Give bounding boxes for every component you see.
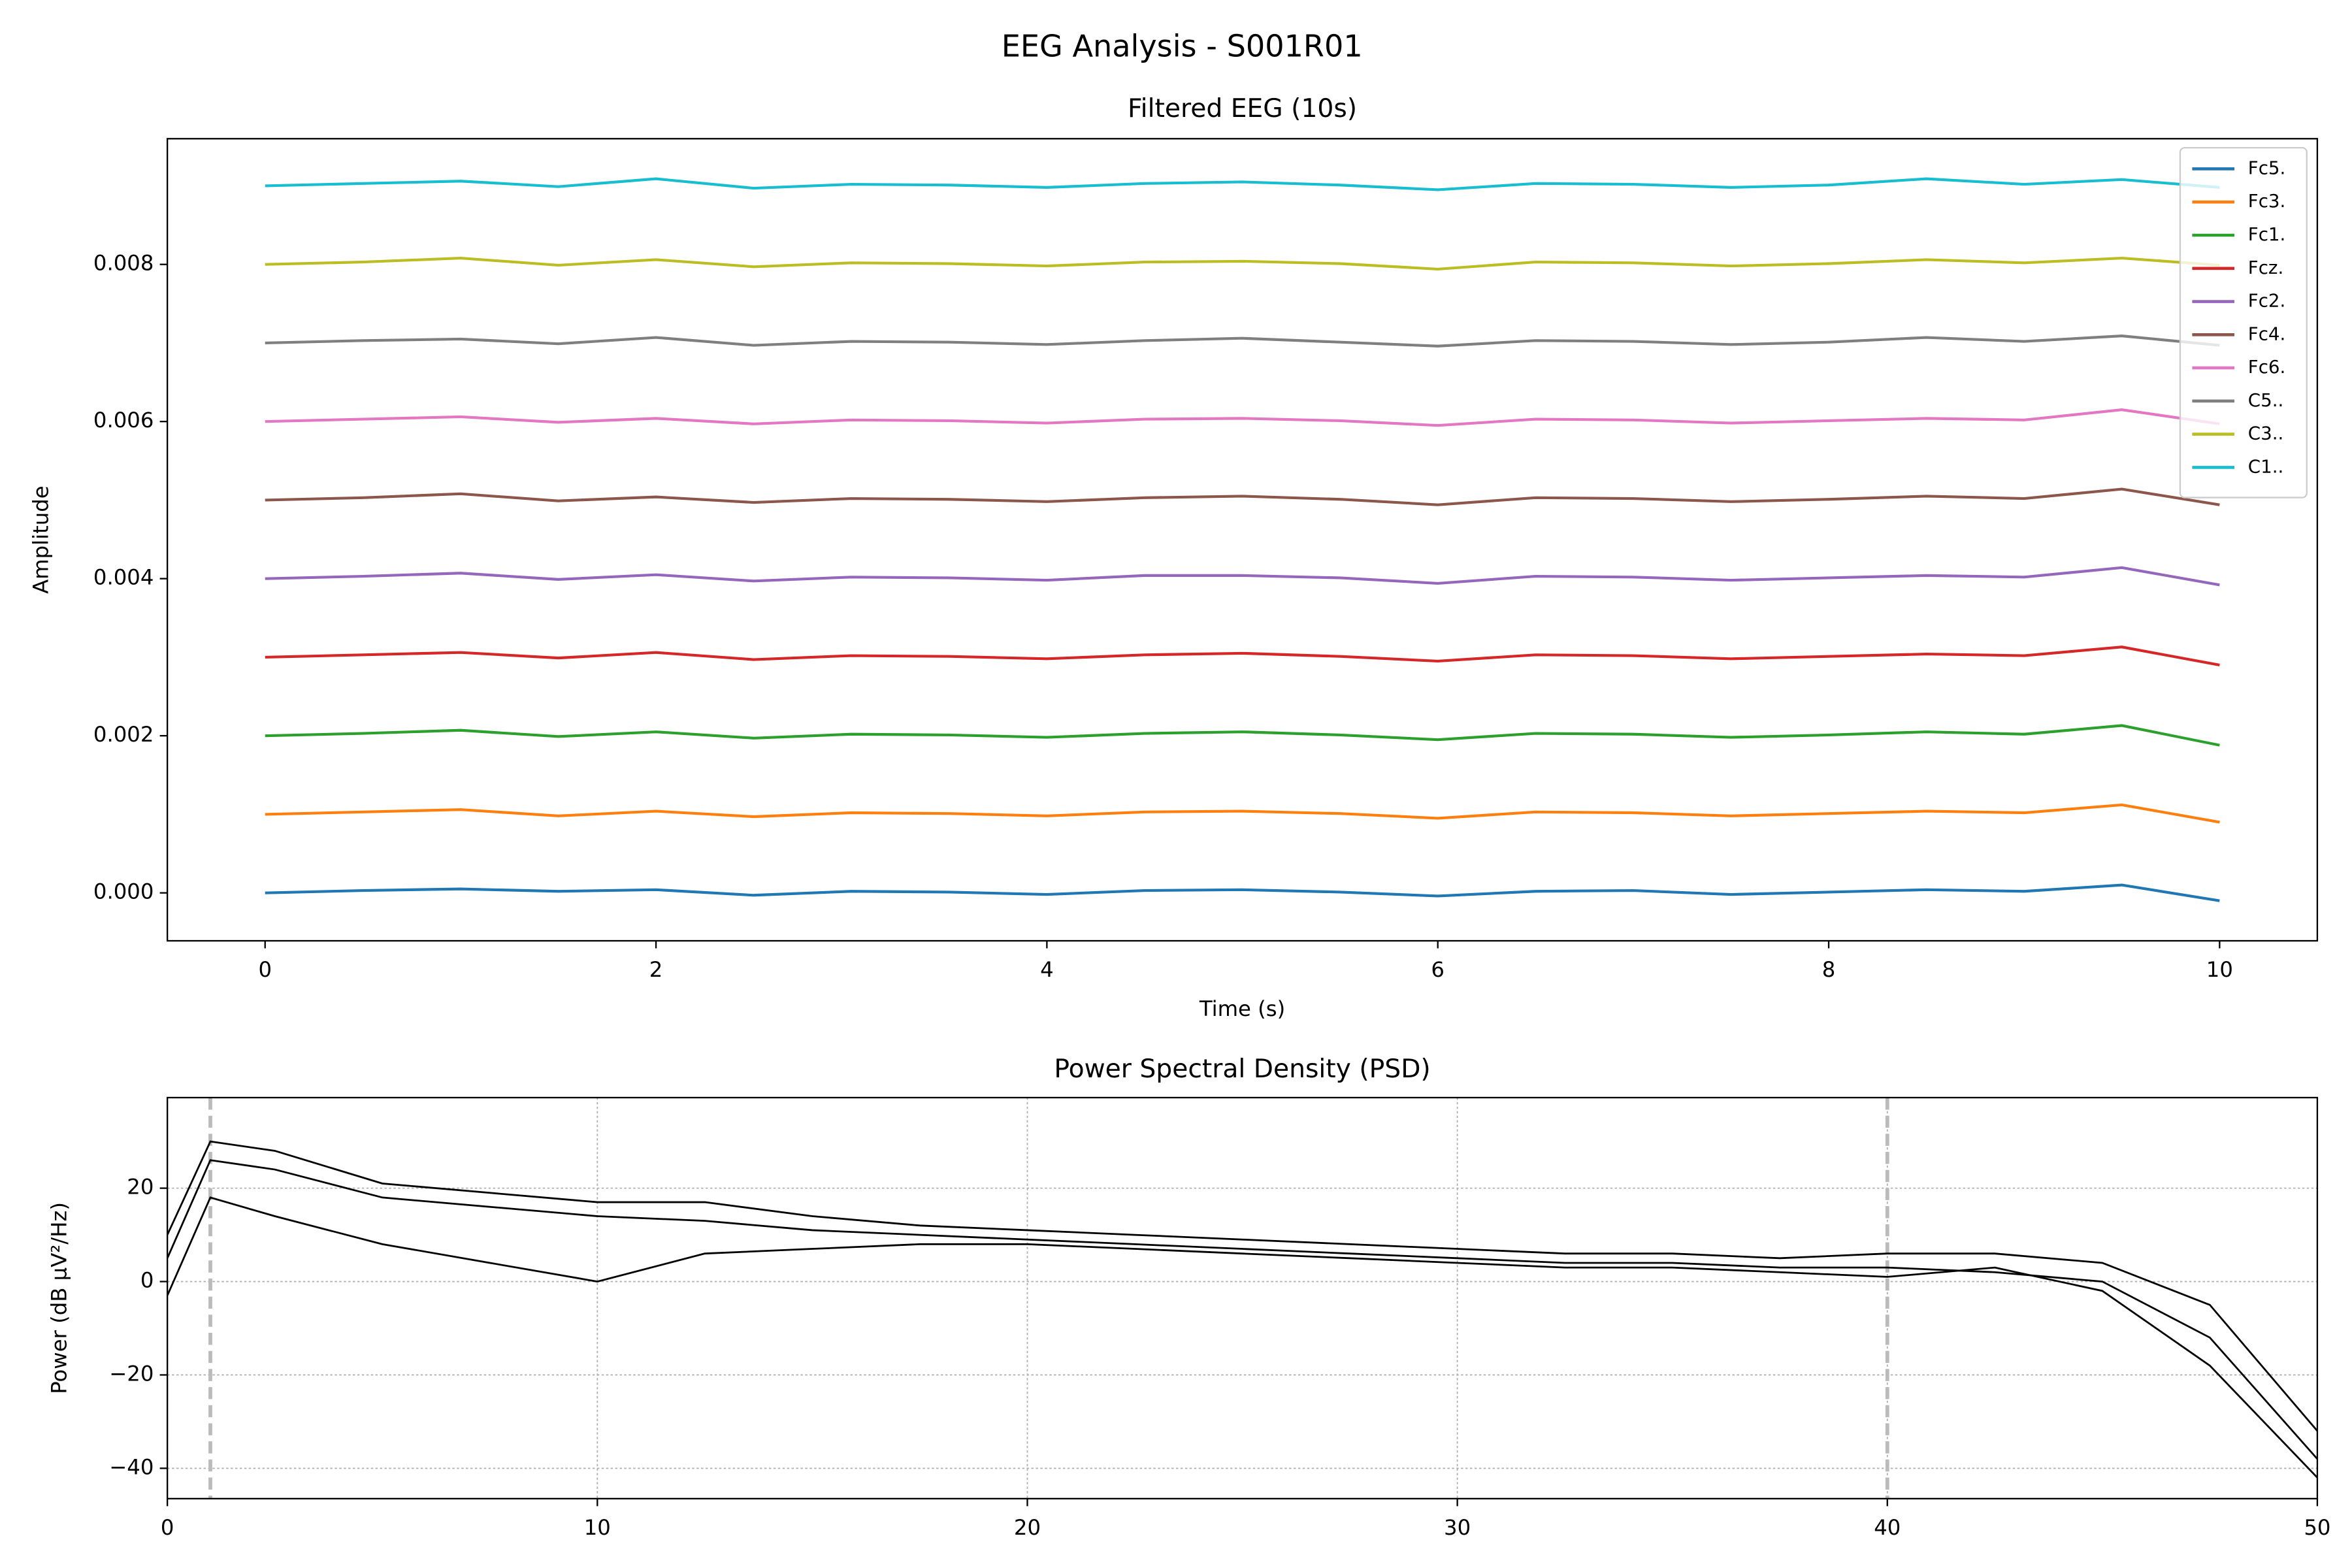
chart-title: Filtered EEG (10s) (1128, 94, 1357, 123)
x-tick-label: 30 (1444, 1515, 1471, 1540)
y-tick-label: 0.004 (93, 565, 154, 590)
y-tick-label: 0.006 (93, 408, 154, 433)
legend-label: C1.. (2248, 455, 2284, 477)
series-line (265, 487, 2220, 506)
series-line (265, 803, 2220, 824)
x-tick-label: 8 (1822, 957, 1836, 982)
x-tick-label: 50 (2304, 1515, 2330, 1540)
plot-frame (167, 138, 2319, 942)
plot-frame (167, 1096, 2319, 1499)
legend-label: C5.. (2248, 389, 2284, 411)
x-tick-label: 20 (1014, 1515, 1041, 1540)
y-tick-label: 20 (127, 1175, 154, 1200)
legend-box (2179, 147, 2308, 498)
x-tick-label: 6 (1431, 957, 1445, 982)
x-tick-label: 4 (1040, 957, 1054, 982)
x-tick-label: 0 (161, 1515, 174, 1540)
series-line (265, 883, 2220, 902)
series-line (265, 724, 2220, 747)
y-tick-label: 0 (140, 1268, 154, 1293)
legend-label: Fc6. (2248, 356, 2286, 378)
x-tick-label: 40 (1874, 1515, 1901, 1540)
y-tick-label: 0.000 (93, 879, 154, 904)
legend-label: Fc3. (2248, 190, 2286, 212)
legend-label: Fc1. (2248, 223, 2286, 245)
series-line (265, 566, 2220, 587)
series-line (265, 645, 2220, 666)
legend-label: Fc2. (2248, 290, 2286, 312)
series-line (265, 335, 2220, 348)
chart-title: Power Spectral Density (PSD) (1054, 1054, 1430, 1084)
legend-label: Fc4. (2248, 323, 2286, 344)
y-axis-label: Power (dB µV²/Hz) (46, 1202, 71, 1394)
legend-label: Fc5. (2248, 157, 2286, 178)
y-tick-label: −20 (109, 1361, 154, 1386)
y-tick-label: 0.008 (93, 251, 154, 276)
series-line (167, 1159, 2317, 1460)
x-tick-label: 2 (649, 957, 663, 982)
legend-label: Fcz. (2248, 257, 2283, 278)
x-tick-label: 10 (584, 1515, 611, 1540)
series-line (265, 177, 2220, 191)
x-tick-label: 0 (258, 957, 272, 982)
series-line (167, 1140, 2317, 1432)
series-line (265, 256, 2220, 271)
x-tick-label: 10 (2206, 957, 2233, 982)
y-tick-label: −40 (109, 1454, 154, 1479)
figure-title: EEG Analysis - S001R01 (1002, 28, 1363, 63)
x-axis-label: Time (s) (1199, 996, 1285, 1021)
y-tick-label: 0.002 (93, 722, 154, 747)
legend-label: C3.. (2248, 423, 2284, 444)
y-axis-label: Amplitude (29, 485, 54, 594)
series-line (265, 408, 2220, 427)
series-line (167, 1196, 2317, 1478)
